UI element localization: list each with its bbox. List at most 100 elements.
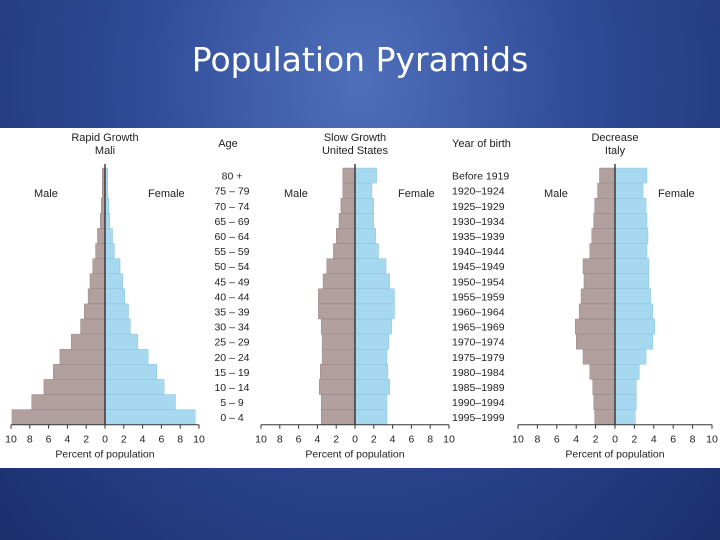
birth-year-label: 1940–1944 [452, 246, 505, 258]
x-tick-label: 10 [706, 434, 718, 446]
female-bar [104, 348, 149, 365]
female-bar [104, 379, 165, 395]
male-bar [321, 333, 356, 350]
x-tick-label: 6 [158, 434, 164, 446]
male-bar [320, 318, 356, 335]
male-bar [84, 303, 106, 320]
male-bar [87, 288, 106, 305]
male-bar [53, 364, 106, 380]
age-group-label: 35 – 39 [214, 306, 249, 318]
female-bar [354, 182, 373, 199]
female-bar [354, 303, 395, 320]
male-bar [333, 243, 356, 259]
female-bar [104, 303, 129, 320]
female-bar [354, 379, 390, 395]
male-bar [599, 167, 616, 184]
age-group-label: 65 – 69 [214, 216, 249, 228]
female-bar [614, 379, 637, 395]
birth-year-label: 1925–1929 [452, 201, 505, 213]
x-tick-label: 2 [121, 434, 127, 446]
female-side-label: Female [398, 188, 435, 200]
female-bar [104, 288, 125, 305]
x-tick-label: 4 [390, 434, 396, 446]
female-bar [354, 197, 374, 214]
male-bar [589, 364, 616, 380]
birth-year-label: 1955–1959 [452, 291, 505, 303]
female-bar [614, 243, 648, 259]
birth-year-label: 1995–1999 [452, 412, 505, 424]
x-tick-label: 6 [554, 434, 560, 446]
pyramid-subtitle: United States [322, 145, 389, 157]
female-bar [104, 273, 124, 289]
female-bar [104, 394, 176, 410]
male-bar [592, 379, 616, 395]
x-tick-label: 8 [177, 434, 183, 446]
male-bar [70, 333, 106, 350]
x-tick-label: 4 [651, 434, 657, 446]
pyramid-title: Rapid Growth [71, 132, 138, 144]
x-tick-label: 8 [427, 434, 433, 446]
female-bar [354, 348, 388, 365]
female-bar [104, 364, 157, 380]
male-bar [582, 348, 616, 365]
male-bar [594, 409, 616, 425]
female-bar [354, 167, 377, 184]
x-axis-label: Percent of population [55, 449, 154, 461]
x-tick-label: 6 [670, 434, 676, 446]
birth-year-label: 1985–1989 [452, 382, 505, 394]
male-bar [336, 228, 356, 244]
male-bar [342, 167, 356, 184]
male-bar [320, 409, 356, 425]
male-bar [100, 213, 106, 229]
female-bar [614, 273, 650, 289]
x-tick-label: 10 [443, 434, 455, 446]
x-tick-label: 4 [64, 434, 70, 446]
pyramid-title: Decrease [591, 132, 638, 144]
male-side-label: Male [34, 188, 58, 200]
x-tick-label: 4 [573, 434, 579, 446]
female-bar [354, 213, 374, 229]
male-bar [578, 303, 616, 320]
male-bar [338, 213, 356, 229]
female-bar [354, 364, 389, 380]
x-tick-label: 2 [83, 434, 89, 446]
female-bar [614, 364, 640, 380]
x-tick-label: 10 [512, 434, 524, 446]
female-bar [104, 228, 113, 244]
x-tick-label: 6 [46, 434, 52, 446]
male-bar [89, 273, 106, 289]
male-bar [320, 394, 356, 410]
female-bar [614, 197, 647, 214]
male-side-label: Male [544, 188, 568, 200]
female-bar [354, 333, 390, 350]
age-group-label: 20 – 24 [214, 352, 249, 364]
age-group-label: 40 – 44 [214, 291, 249, 303]
female-bar [104, 243, 115, 259]
birth-year-label: 1930–1934 [452, 216, 505, 228]
male-bar [95, 243, 106, 259]
male-bar [97, 228, 106, 244]
female-bar [614, 258, 650, 274]
birth-year-label: 1935–1939 [452, 231, 505, 243]
year-of-birth-column-header: Year of birth [452, 138, 511, 150]
male-bar [92, 258, 106, 274]
male-bar [583, 273, 616, 289]
pyramid-title: Slow Growth [324, 132, 386, 144]
age-group-label: 55 – 59 [214, 246, 249, 258]
male-bar [31, 394, 106, 410]
male-bar [318, 288, 356, 305]
female-bar [354, 228, 376, 244]
male-bar [43, 379, 106, 395]
male-bar [322, 273, 356, 289]
female-bar [614, 394, 637, 410]
age-group-label: 10 – 14 [214, 382, 249, 394]
female-bar [614, 167, 648, 184]
male-bar [597, 182, 616, 199]
age-group-label: 50 – 54 [214, 261, 249, 273]
birth-year-label: 1965–1969 [452, 322, 505, 334]
age-group-label: 75 – 79 [214, 186, 249, 198]
female-bar [104, 258, 121, 274]
female-bar [104, 318, 131, 335]
age-group-label: 5 – 9 [220, 397, 244, 409]
x-tick-label: 8 [27, 434, 33, 446]
